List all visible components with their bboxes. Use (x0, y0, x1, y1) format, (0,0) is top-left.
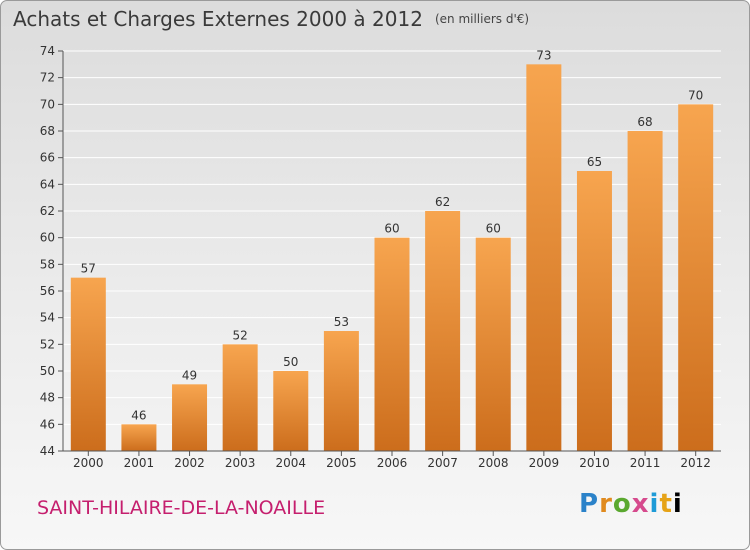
x-tick-label-2009: 2009 (529, 456, 560, 470)
y-tick-label: 46 (40, 417, 55, 431)
value-label-2000: 57 (81, 262, 96, 276)
bar-2009 (526, 64, 562, 452)
x-tick-label-2001: 2001 (124, 456, 155, 470)
bar-2004 (273, 371, 309, 451)
y-tick-label: 48 (40, 391, 55, 405)
x-tick-label-2007: 2007 (427, 456, 458, 470)
bar-2006 (374, 237, 410, 451)
value-label-2010: 65 (587, 155, 602, 169)
bar-2002 (172, 384, 208, 451)
commune-name: SAINT-HILAIRE-DE-LA-NOAILLE (37, 497, 326, 519)
y-tick-label: 68 (40, 124, 55, 138)
x-tick-label-2012: 2012 (680, 456, 711, 470)
x-tick-label-2000: 2000 (73, 456, 104, 470)
x-axis: 2000 2001 2002 2003 2004 2005 2006 2007 2008 2009… (63, 450, 721, 470)
value-label-2004: 50 (283, 355, 298, 369)
logo-letter: i (649, 489, 660, 519)
chart-unit-label: (en milliers d'€) (434, 12, 530, 26)
value-label-2002: 49 (182, 368, 197, 382)
value-label-2005: 53 (334, 315, 349, 329)
bar-2012 (678, 104, 714, 451)
y-tick-label: 62 (40, 204, 55, 218)
y-tick-label: 70 (40, 97, 55, 111)
y-tick-label: 56 (40, 284, 55, 298)
bar-2001 (121, 424, 157, 451)
y-tick-label: 72 (40, 71, 55, 85)
y-tick-label: 52 (40, 337, 55, 351)
value-label-2012: 70 (688, 88, 703, 102)
y-tick-label: 66 (40, 151, 55, 165)
y-tick-label: 58 (40, 257, 55, 271)
logo-letter: i (672, 489, 683, 519)
logo-letter: r (599, 489, 613, 519)
y-tick-label: 60 (40, 231, 55, 245)
bar-2007 (425, 211, 461, 451)
y-tick-label: 64 (40, 177, 55, 191)
logo-letter: t (659, 489, 673, 519)
logo-letter: o (612, 489, 632, 519)
x-tick-label-2006: 2006 (377, 456, 408, 470)
y-axis: 44 46 48 50 52 54 56 58 60 62 64 66 68 70 72 74 (40, 44, 64, 458)
x-tick-label-2011: 2011 (630, 456, 661, 470)
bar-2005 (323, 331, 359, 451)
value-label-2001: 46 (131, 408, 146, 422)
bar-2000 (70, 277, 106, 451)
value-label-2003: 52 (233, 328, 248, 342)
logo-letter: P (579, 489, 600, 519)
bar-2011 (627, 131, 663, 451)
x-tick-label-2004: 2004 (275, 456, 306, 470)
chart-title-text: Achats et Charges Externes 2000 à 2012 (13, 7, 423, 31)
bar-2008 (475, 237, 511, 451)
x-tick-label-2002: 2002 (174, 456, 205, 470)
x-tick-label-2003: 2003 (225, 456, 256, 470)
y-tick-label: 54 (40, 311, 55, 325)
value-label-2008: 60 (486, 222, 501, 236)
value-label-2006: 60 (384, 222, 399, 236)
value-label-2007: 62 (435, 195, 450, 209)
proxiti-logo: Proxiti (579, 489, 683, 519)
chart-title: Achats et Charges Externes 2000 à 2012 (e… (13, 7, 529, 31)
value-label-2011: 68 (637, 115, 652, 129)
logo-letter: x (631, 489, 650, 519)
y-tick-label: 44 (40, 444, 55, 458)
x-tick-label-2008: 2008 (478, 456, 509, 470)
bar-2003 (222, 344, 258, 451)
x-tick-label-2010: 2010 (579, 456, 610, 470)
y-tick-label: 74 (40, 44, 55, 58)
bars: 57 46 49 52 50 53 60 62 60 73 65 68 70 (70, 48, 714, 452)
x-tick-label-2005: 2005 (326, 456, 357, 470)
bar-2010 (576, 171, 612, 451)
value-label-2009: 73 (536, 48, 551, 62)
y-tick-label: 50 (40, 364, 55, 378)
